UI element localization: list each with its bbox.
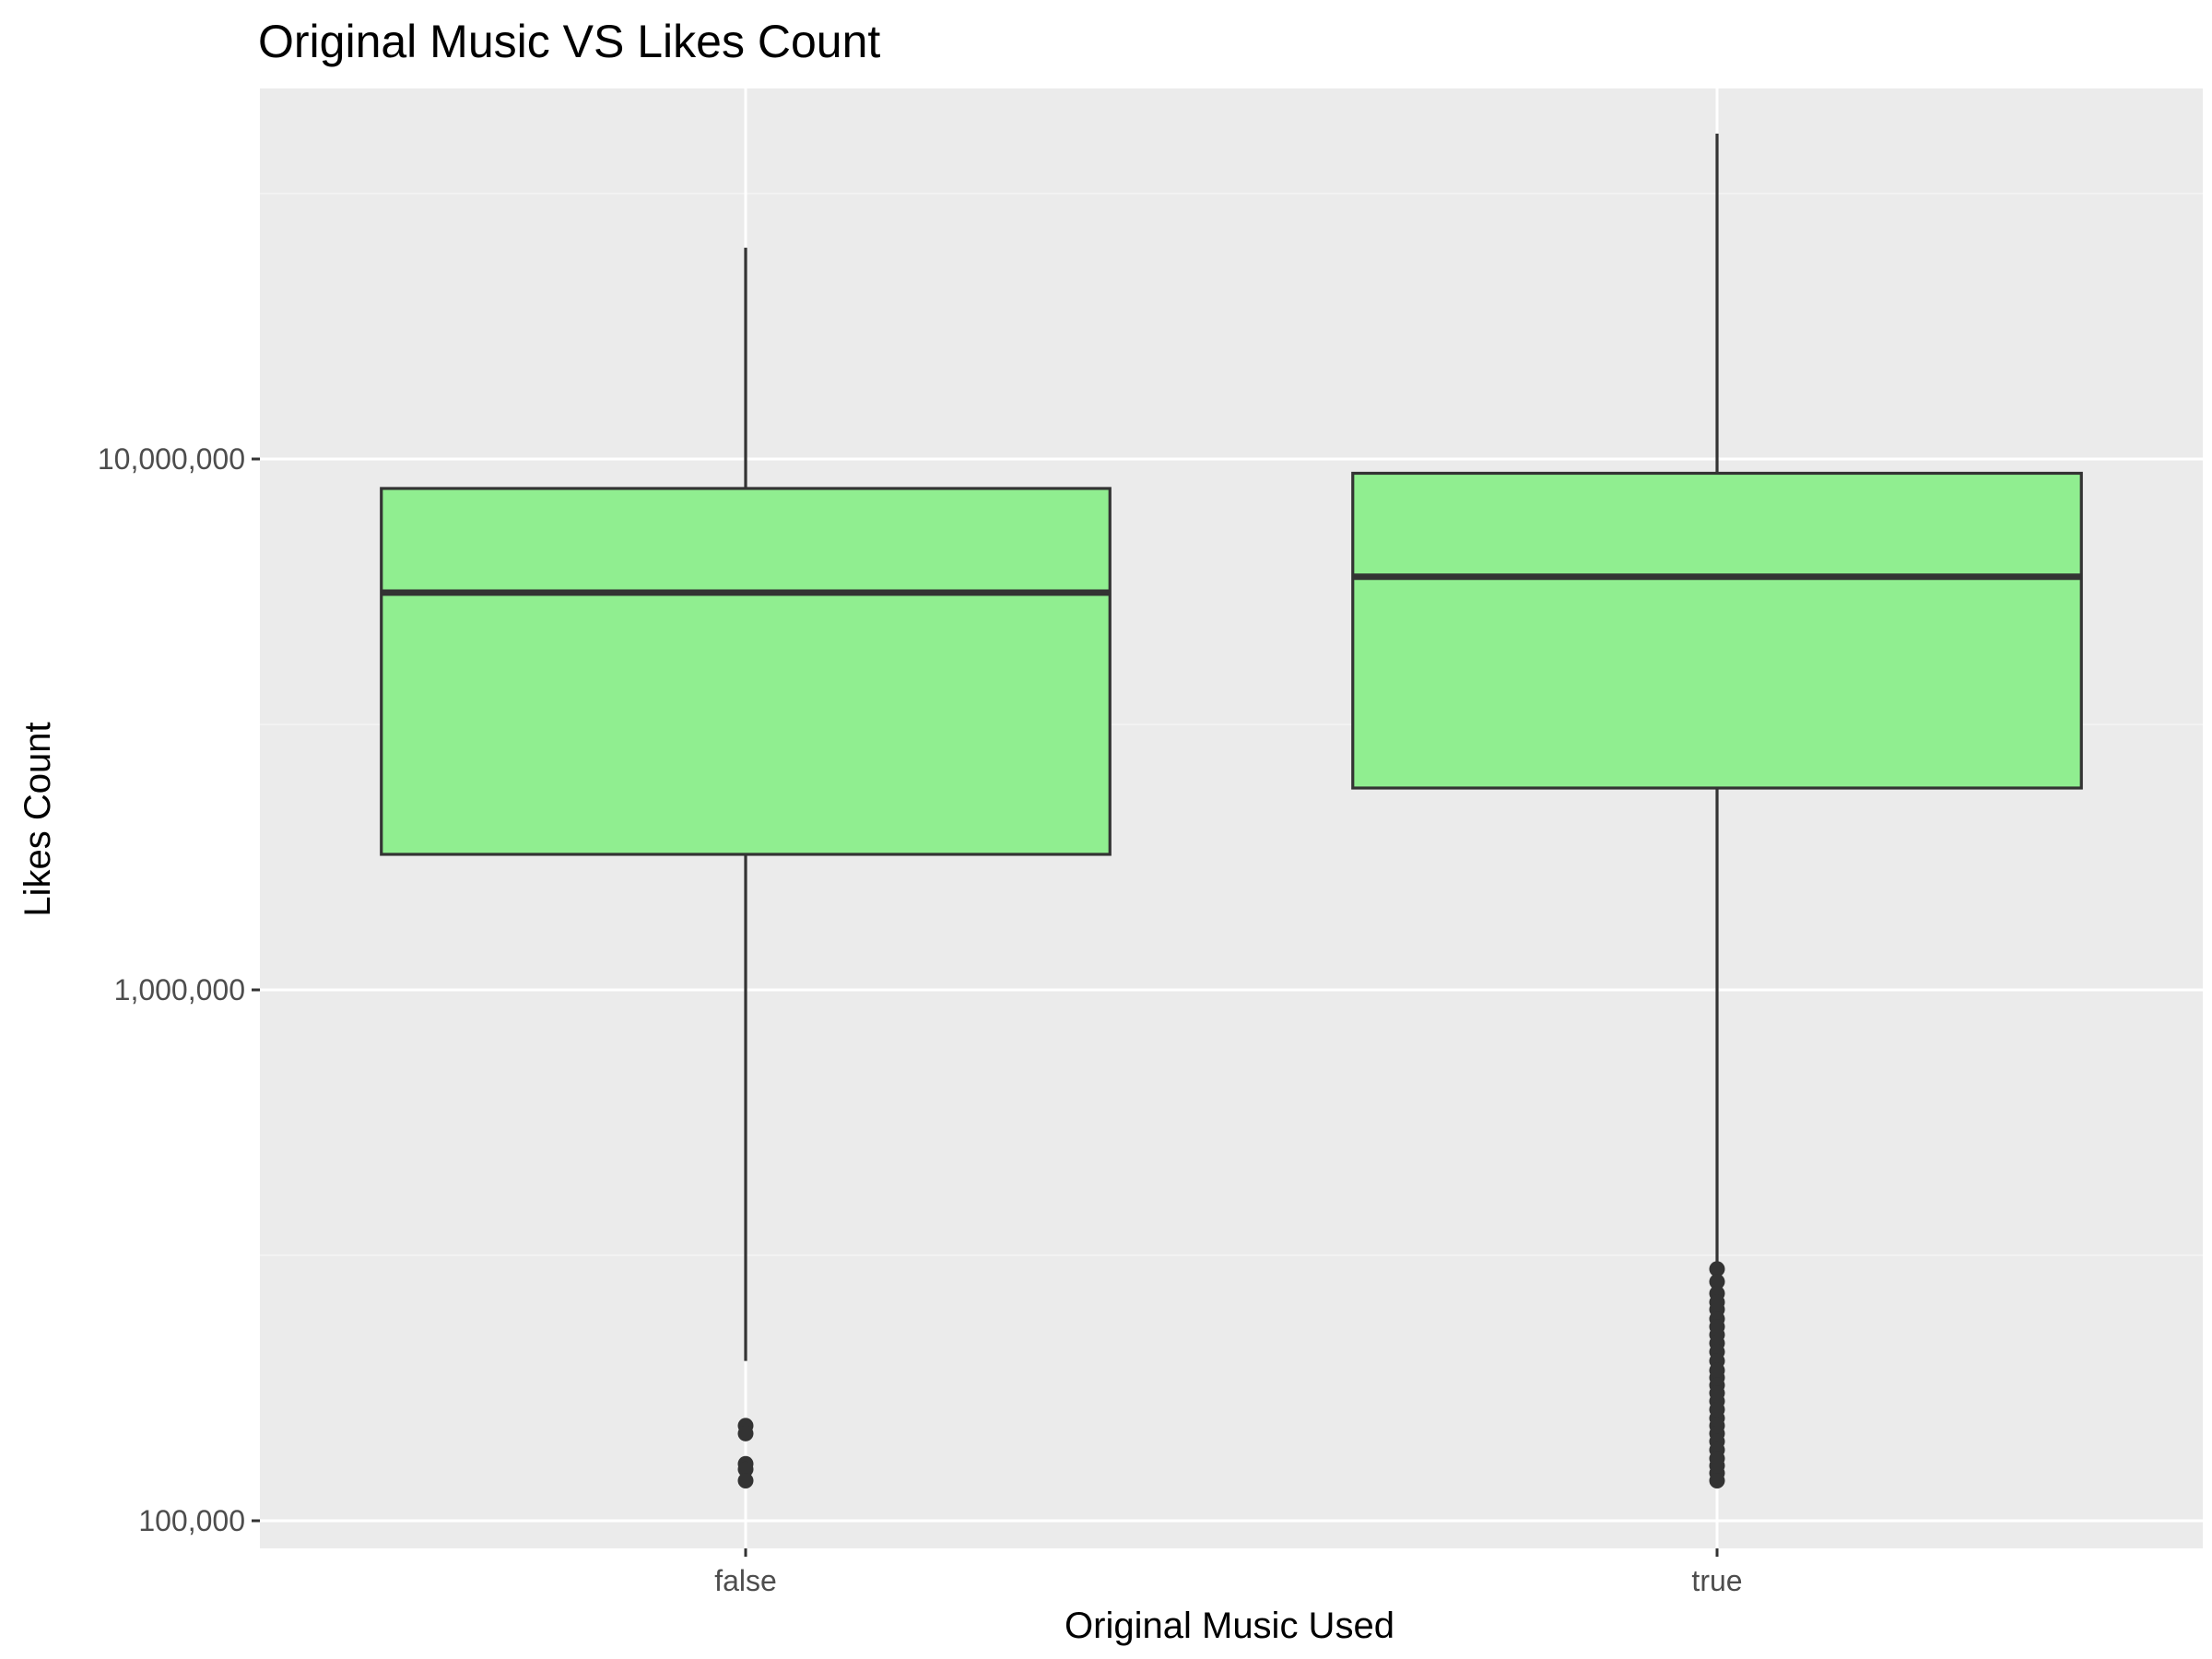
boxes [380,134,2083,1488]
chart-title: Original Music VS Likes Count [258,16,880,67]
x-axis: false true [714,1548,1743,1597]
y-axis: 100,000 1,000,000 10,000,000 [98,442,260,1537]
outlier-point [1709,1274,1725,1290]
x-axis-title: Original Music Used [1065,1606,1394,1646]
x-tick-label: false [714,1564,777,1597]
y-tick-label: 10,000,000 [98,442,245,476]
y-axis-title: Likes Count [18,722,58,916]
outlier-point [737,1461,754,1477]
box-group-true [1351,134,2083,1488]
y-tick-label: 100,000 [138,1504,245,1537]
box-group-false [380,247,1112,1488]
box-iqr [1351,471,2083,790]
outlier-point [737,1472,754,1488]
outlier-point [1709,1472,1725,1488]
x-tick-label: true [1691,1564,1742,1597]
outlier-point [1709,1261,1725,1277]
box-iqr [380,487,1112,856]
outlier-point [737,1425,754,1441]
y-tick-label: 1,000,000 [114,973,245,1006]
